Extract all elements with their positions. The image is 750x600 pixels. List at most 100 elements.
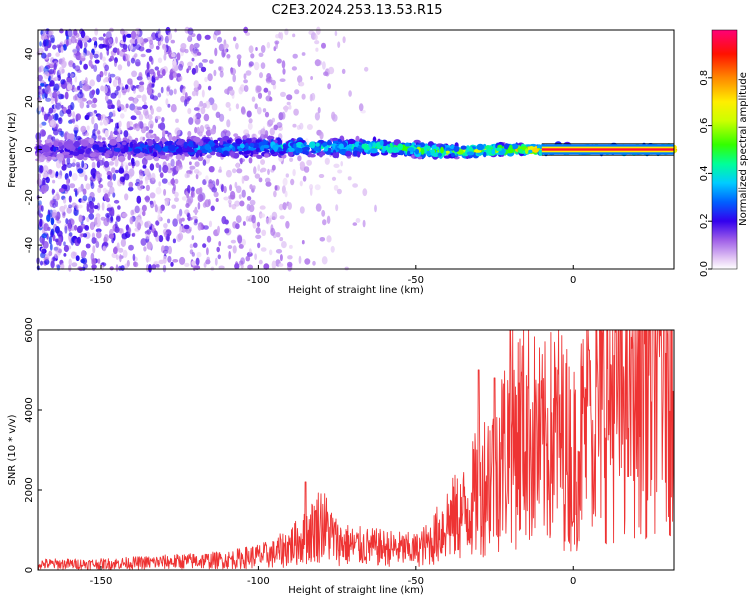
spectrogram-noise-cell (90, 179, 93, 187)
spectrogram-noise-cell (53, 89, 58, 98)
spectrogram-noise-cell (60, 94, 65, 100)
spectrogram-noise-cell (67, 72, 71, 78)
spectrogram-noise-cell (314, 112, 320, 121)
spectrogram-noise-cell (58, 188, 65, 193)
spectrogram-band-cell (255, 139, 262, 143)
spectrogram-noise-cell (284, 28, 289, 36)
spectrogram-noise-cell (284, 190, 288, 198)
spectrogram-band-cell (105, 150, 113, 155)
spectrogram-band-cell (157, 145, 162, 153)
spectrogram-noise-cell (129, 43, 134, 51)
spectrogram-band-cell (440, 146, 444, 154)
spectrogram-noise-cell (271, 164, 276, 171)
spectrogram-band-cell (525, 148, 529, 155)
spectrogram-noise-cell (306, 124, 313, 130)
spectrogram-noise-cell (108, 161, 115, 166)
spectrogram-noise-cell (326, 235, 332, 243)
spectrogram-noise-cell (118, 82, 124, 88)
spectrogram-noise-cell (122, 162, 129, 167)
spectrogram-band-cell (345, 150, 352, 157)
spectrogram-noise-cell (50, 230, 54, 238)
spectrogram-noise-cell (160, 86, 164, 94)
spectrogram-noise-cell (202, 202, 207, 208)
spectrogram-noise-cell (187, 212, 191, 222)
spectrogram-noise-cell (259, 72, 263, 79)
spectrogram-noise-cell (267, 168, 270, 175)
spectrogram-noise-cell (287, 202, 292, 210)
snr-x-tick-label: -100 (247, 576, 270, 587)
spectrogram-noise-cell (278, 263, 284, 267)
spectrogram-noise-cell (68, 170, 72, 177)
spectrogram-noise-cell (128, 162, 132, 167)
snr-x-axis-label: Height of straight line (km) (288, 585, 424, 596)
spectrogram-noise-cell (218, 241, 222, 247)
spectrogram-noise-cell (203, 113, 210, 122)
spectrogram-noise-cell (267, 90, 271, 96)
spectrogram-noise-cell (164, 197, 170, 207)
spectrogram-noise-cell (153, 71, 156, 78)
spectrogram-noise-cell (269, 120, 274, 124)
spectrogram-noise-cell (225, 101, 231, 108)
spectrogram-noise-cell (95, 228, 102, 233)
spectrogram-noise-cell (141, 94, 147, 103)
spectrogram-noise-cell (290, 178, 295, 186)
spectrogram-noise-cell (96, 216, 101, 225)
spectrogram-noise-cell (76, 236, 81, 244)
spectrogram-noise-cell (75, 204, 79, 211)
spectrogram-band-cell (188, 140, 194, 148)
spectrogram-noise-cell (207, 198, 211, 206)
spectrogram-noise-cell (103, 78, 107, 83)
spectrogram-noise-cell (64, 225, 68, 234)
spectrogram-noise-cell (39, 218, 43, 227)
spectrogram-y-tick-label: 40 (24, 48, 35, 61)
spectrogram-noise-cell (91, 111, 95, 119)
spectrogram-noise-cell (230, 67, 237, 76)
spectrogram-noise-cell (228, 107, 232, 112)
spectrogram-noise-cell (246, 251, 253, 257)
spectrogram-noise-cell (292, 169, 296, 177)
snr-x-tick-label: -150 (90, 576, 113, 587)
spectrogram-noise-cell (282, 68, 286, 75)
spectrogram-noise-cell (330, 245, 335, 253)
spectrogram-y-tick-label: -20 (24, 189, 35, 205)
spectrogram-noise-cell (115, 122, 119, 128)
spectrogram-noise-cell (98, 43, 105, 49)
spectrogram-noise-cell (115, 36, 118, 44)
spectrogram-noise-cell (37, 74, 43, 82)
spectrogram-noise-cell (68, 204, 73, 209)
spectrogram-noise-cell (74, 65, 81, 72)
spectrogram-noise-cell (322, 219, 327, 226)
spectrogram-noise-cell (341, 68, 346, 74)
spectrogram-noise-cell (166, 86, 170, 92)
spectrogram-noise-cell (362, 219, 366, 228)
spectrogram-noise-cell (106, 207, 113, 212)
spectrogram-noise-cell (93, 205, 99, 210)
spectrogram-y-tick-label: 20 (24, 95, 35, 108)
spectrogram-noise-cell (48, 115, 53, 121)
spectrogram-noise-cell (128, 96, 135, 101)
spectrogram-noise-cell (236, 162, 240, 170)
spectrogram-noise-cell (95, 88, 100, 95)
spectrogram-noise-cell (98, 183, 104, 189)
spectrogram-noise-cell (121, 86, 125, 91)
spectrogram-noise-cell (61, 104, 64, 109)
spectrogram-band-cell (417, 156, 423, 160)
spectrogram-band-cell (338, 143, 344, 150)
spectrogram-noise-cell (254, 173, 261, 179)
spectrogram-band-cell (118, 155, 126, 162)
spectrogram-noise-cell (47, 52, 52, 58)
spectrogram-band-cell (50, 156, 57, 160)
spectrogram-noise-cell (125, 84, 129, 90)
spectrogram-noise-cell (275, 34, 280, 39)
spectrogram-noise-cell (74, 224, 78, 231)
colorbar-tick-label: 0.8 (699, 70, 710, 86)
spectrogram-band-cell (460, 145, 467, 150)
spectrogram-noise-cell (274, 40, 280, 45)
spectrogram-noise-cell (193, 242, 198, 248)
spectrogram-noise-cell (223, 186, 227, 194)
spectrogram-noise-cell (174, 191, 179, 198)
spectrogram-band-cell (453, 145, 460, 152)
spectrogram-noise-cell (135, 125, 140, 132)
spectrogram-noise-cell (80, 223, 86, 229)
spectrogram-noise-cell (149, 68, 155, 75)
